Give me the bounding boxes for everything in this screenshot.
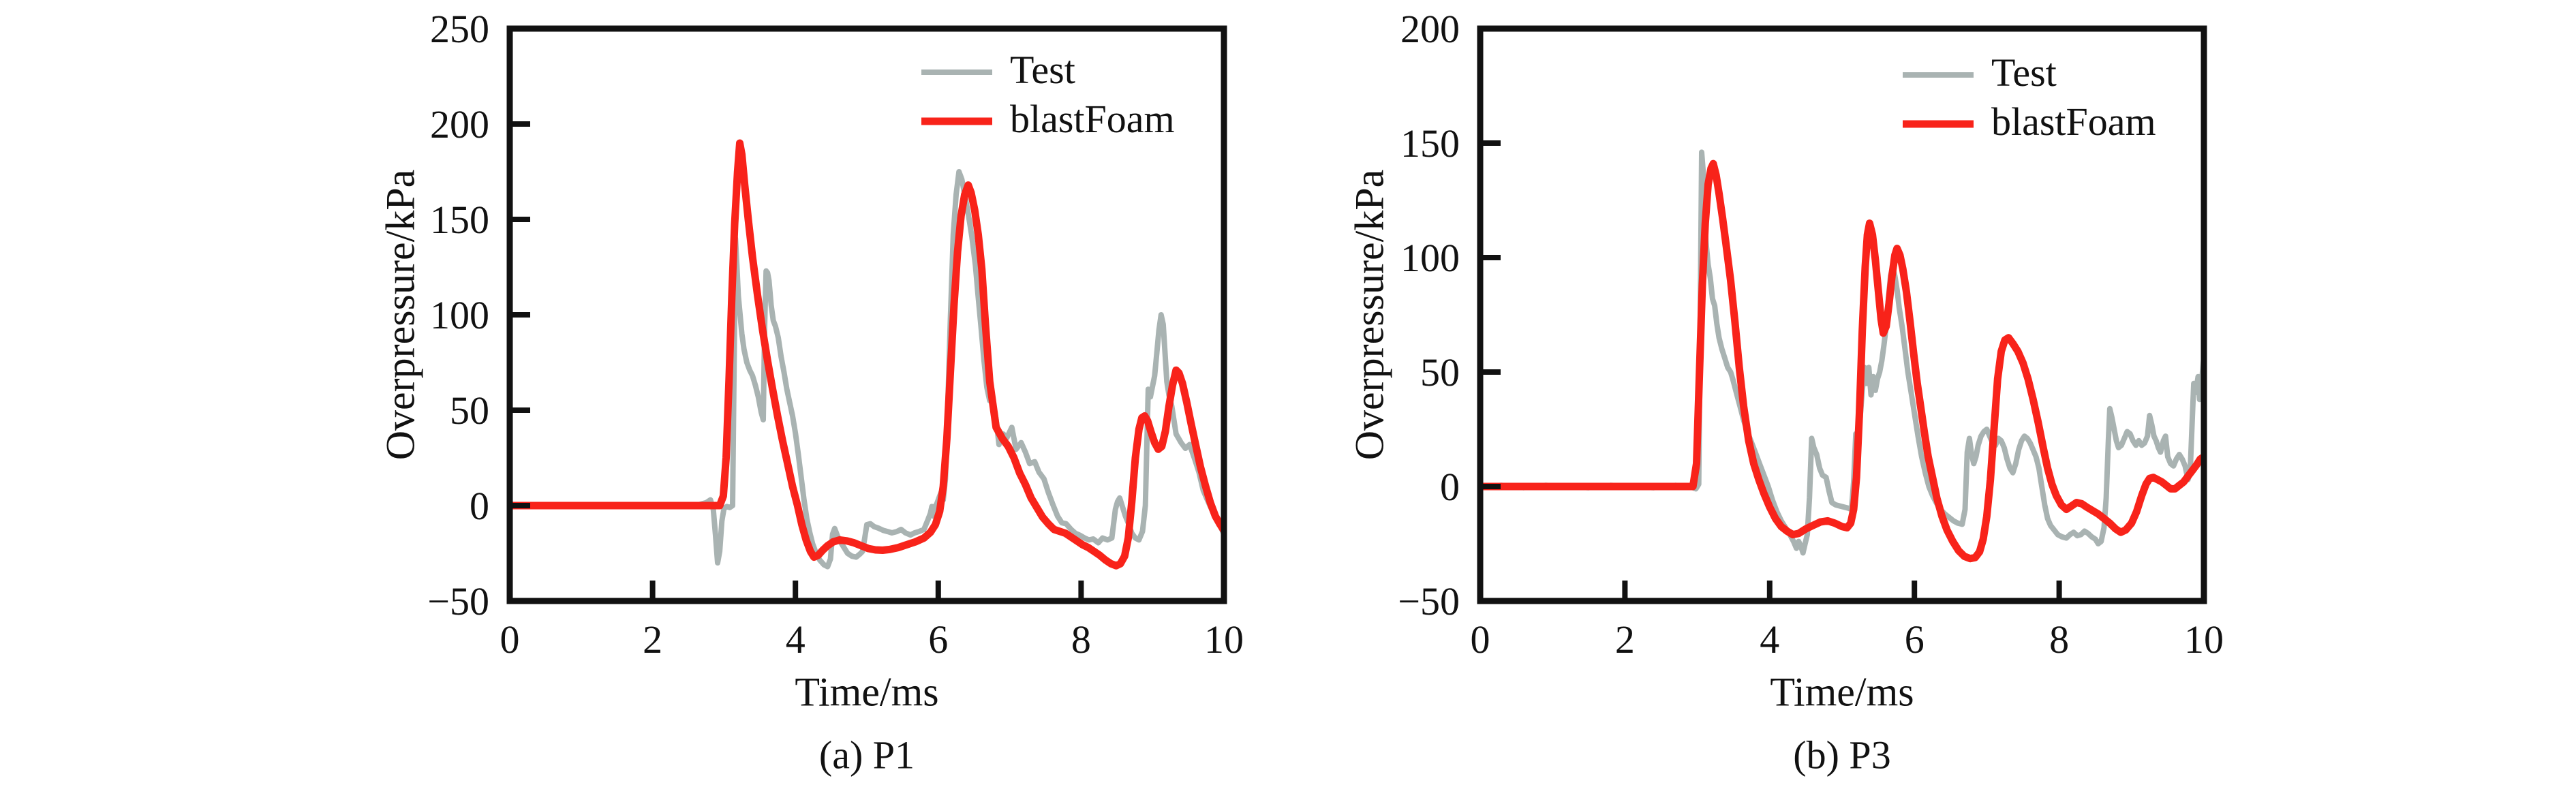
- p3-x-axis-title: Time/ms: [1770, 669, 1914, 715]
- x-tick-label: 2: [1615, 617, 1635, 662]
- series-line-blastfoam: [507, 139, 1227, 570]
- x-tick-label: 8: [2049, 617, 2069, 662]
- y-tick-label: 150: [1400, 121, 1460, 166]
- x-tick-label: 0: [1471, 617, 1490, 662]
- x-tick-label: 6: [928, 617, 948, 662]
- x-tick-label: 8: [1071, 617, 1091, 662]
- x-tick-label: 6: [1905, 617, 1925, 662]
- p3-y-axis-title-text: Overpressure/kPa: [1347, 169, 1392, 461]
- y-tick-label: 100: [1400, 236, 1460, 280]
- p1-x-axis-title: Time/ms: [795, 669, 939, 715]
- p1-caption: (a) P1: [818, 732, 915, 777]
- series-line-blastfoam: [1477, 159, 2207, 563]
- x-tick-label: 2: [643, 617, 662, 662]
- legend-label-test: Test: [1010, 48, 1075, 92]
- legend-label-blastfoam: blastFoam: [1010, 97, 1175, 141]
- y-tick-label: 50: [450, 388, 489, 433]
- x-tick-label: 10: [2184, 617, 2224, 662]
- legend-label-test: Test: [1991, 50, 2057, 95]
- y-tick-label: 150: [430, 198, 489, 242]
- y-tick-label: 200: [430, 102, 489, 146]
- x-tick-label: 10: [1204, 617, 1244, 662]
- series-group-(b) P3: [1477, 149, 2207, 563]
- series-group-(a) P1: [507, 139, 1227, 570]
- y-tick-label: 100: [430, 293, 489, 337]
- y-tick-label: 0: [1440, 465, 1460, 509]
- p3-caption: (b) P3: [1793, 732, 1891, 777]
- x-tick-label: 4: [1760, 617, 1779, 662]
- y-tick-label: 50: [1420, 350, 1460, 395]
- y-tick-label: 200: [1400, 7, 1460, 51]
- y-tick-label: 250: [430, 7, 489, 51]
- p1-y-axis-title-text: Overpressure/kPa: [378, 169, 423, 461]
- y-tick-label: −50: [1398, 579, 1460, 623]
- x-tick-label: 4: [786, 617, 806, 662]
- x-tick-label: 0: [500, 617, 520, 662]
- legend-label-blastfoam: blastFoam: [1991, 99, 2156, 144]
- series-line-test: [1477, 149, 2207, 556]
- y-tick-label: −50: [427, 579, 489, 623]
- plot-border: [1477, 25, 2207, 604]
- y-tick-label: 0: [470, 484, 489, 528]
